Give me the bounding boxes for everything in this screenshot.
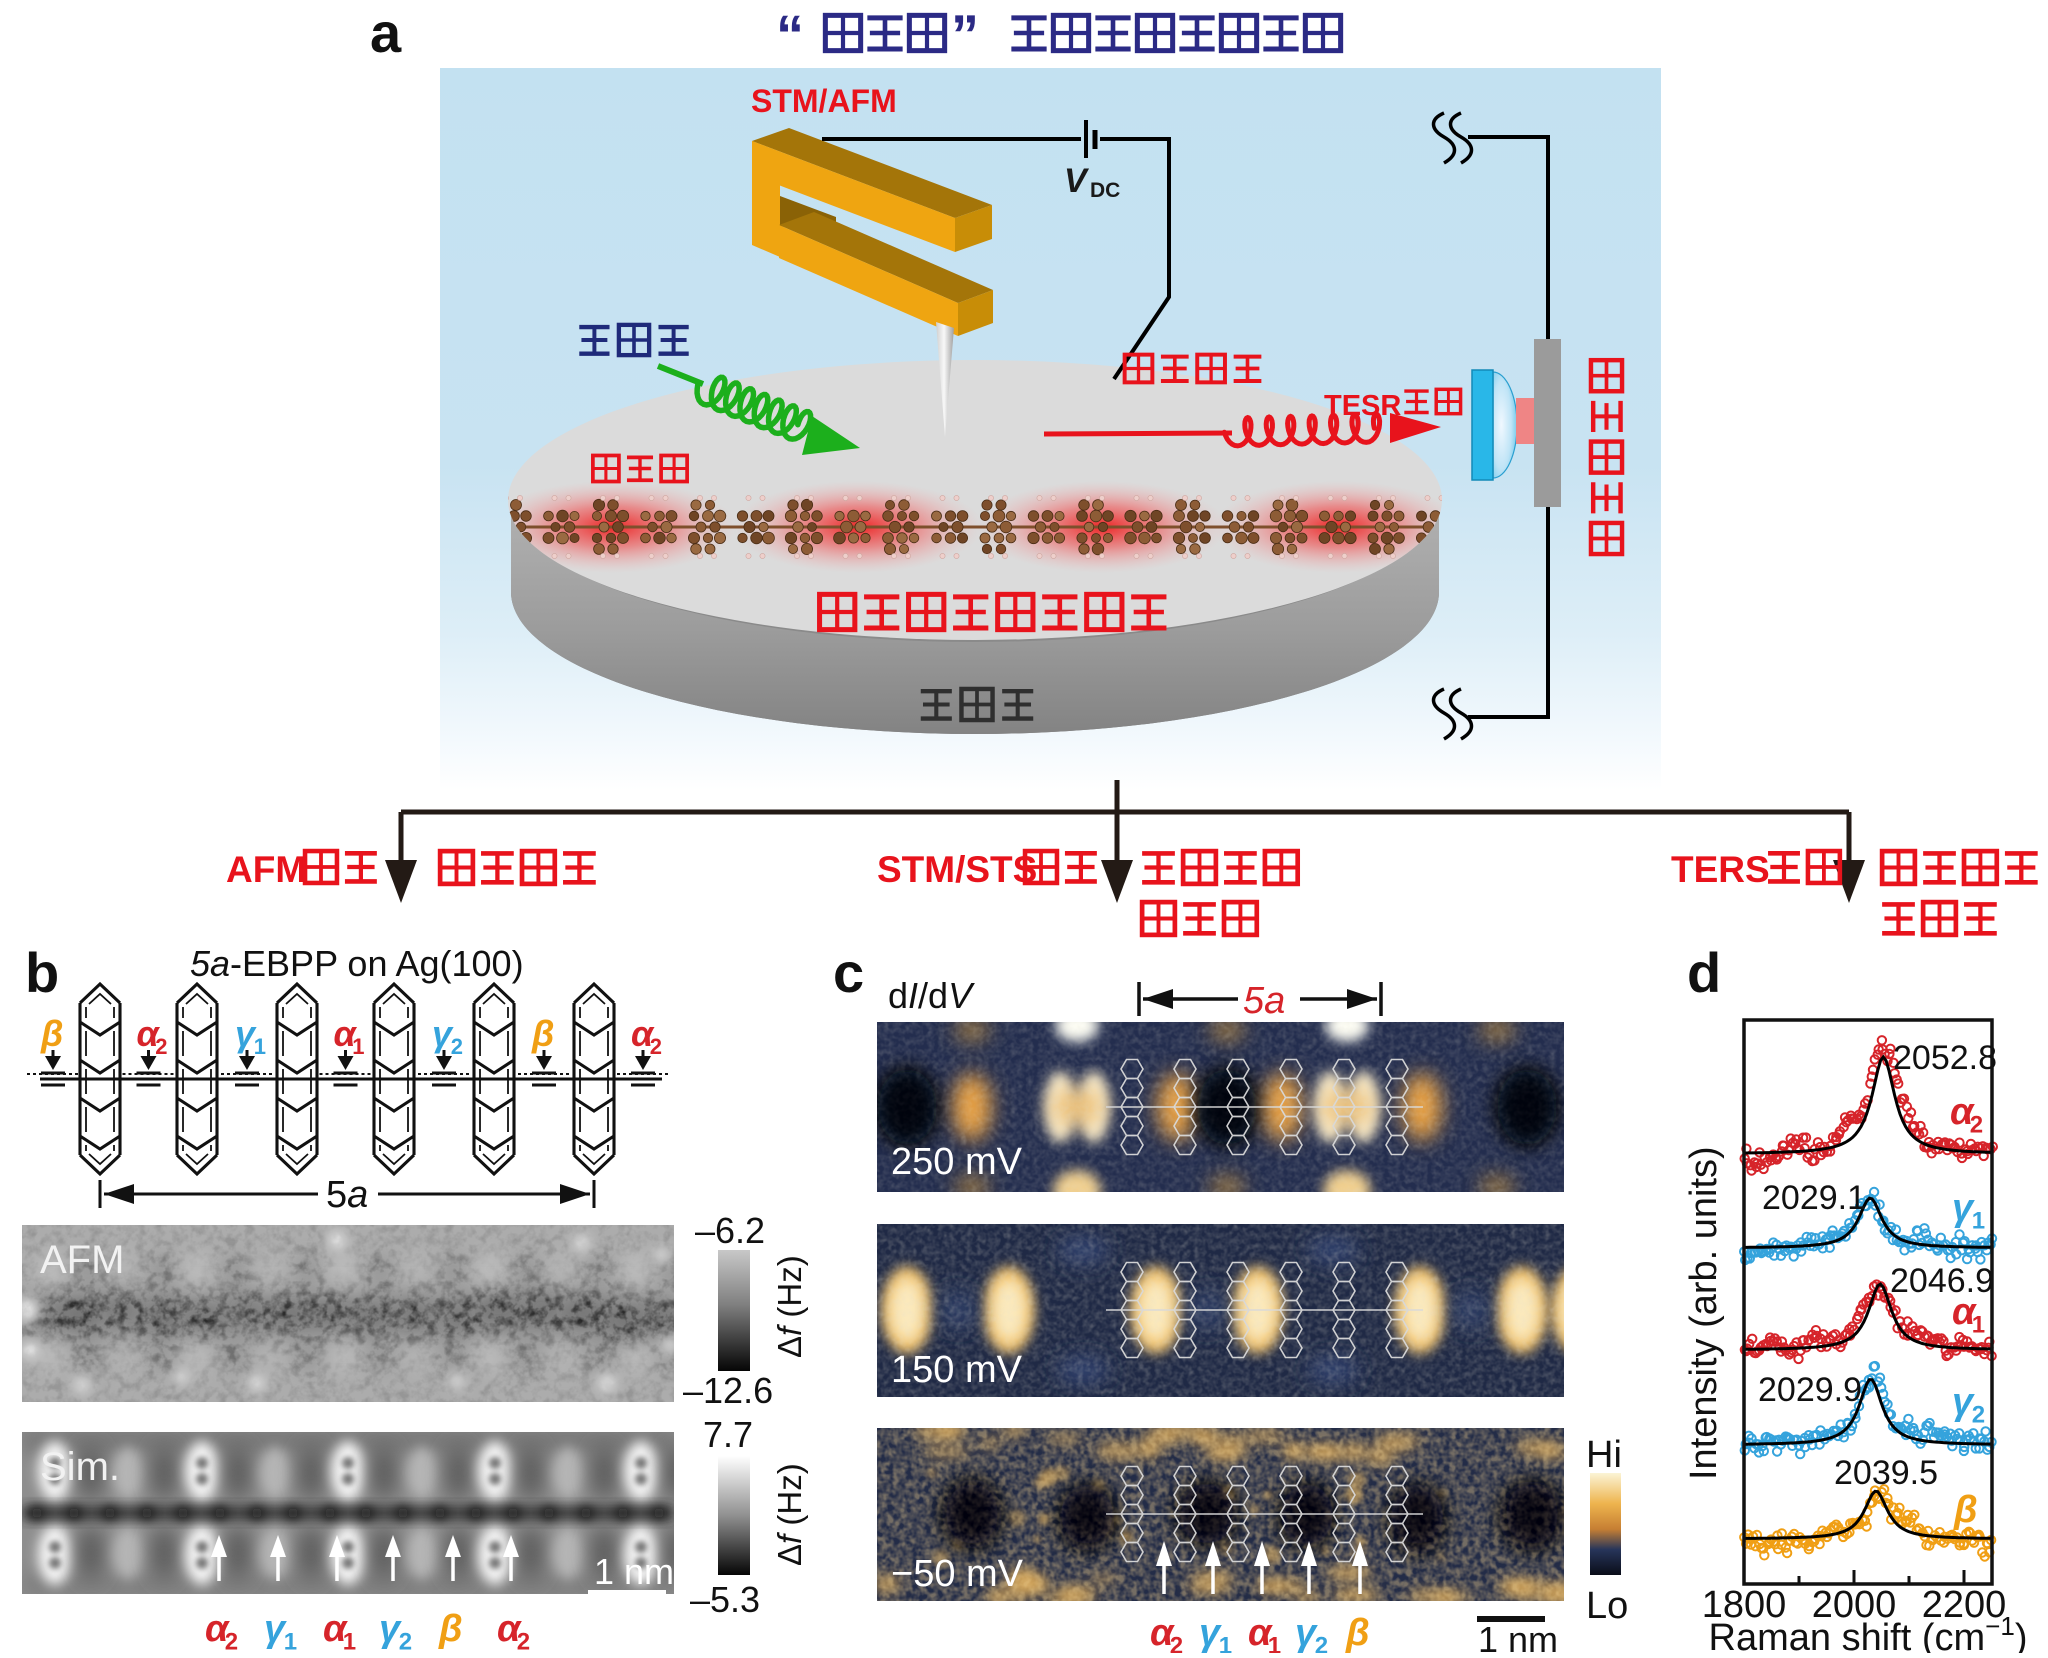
svg-text:5a: 5a bbox=[326, 1174, 368, 1216]
svg-text:γ: γ bbox=[1952, 1187, 1975, 1229]
svg-text:–5.3: –5.3 bbox=[690, 1579, 760, 1620]
svg-text:”: ” bbox=[951, 3, 979, 66]
svg-text:dI/dV: dI/dV bbox=[888, 975, 975, 1016]
svg-text:γ: γ bbox=[1952, 1381, 1975, 1423]
svg-text:–6.2: –6.2 bbox=[695, 1210, 765, 1251]
svg-text:1: 1 bbox=[254, 1034, 266, 1059]
svg-text:2029.1: 2029.1 bbox=[1762, 1179, 1866, 1217]
svg-text:β: β bbox=[438, 1608, 463, 1650]
svg-text:2: 2 bbox=[1970, 1111, 1983, 1138]
svg-text:α: α bbox=[497, 1608, 522, 1650]
svg-text:2029.9: 2029.9 bbox=[1758, 1371, 1862, 1409]
svg-text:2: 2 bbox=[1170, 1632, 1183, 1653]
svg-text:2046.9: 2046.9 bbox=[1890, 1262, 1994, 1300]
svg-text:1: 1 bbox=[343, 1628, 356, 1653]
svg-text:2000: 2000 bbox=[1812, 1584, 1897, 1626]
svg-text:2200: 2200 bbox=[1922, 1584, 2007, 1626]
svg-text:7.7: 7.7 bbox=[703, 1414, 753, 1455]
svg-text:γ: γ bbox=[264, 1608, 287, 1650]
svg-text:2: 2 bbox=[225, 1628, 238, 1653]
svg-text:“: “ bbox=[776, 3, 804, 66]
svg-text:5a: 5a bbox=[1243, 980, 1285, 1022]
svg-text:Hi: Hi bbox=[1586, 1434, 1622, 1476]
svg-text:DC: DC bbox=[1090, 179, 1120, 202]
svg-text:1: 1 bbox=[284, 1628, 297, 1653]
svg-text:α: α bbox=[323, 1608, 348, 1650]
svg-text:α: α bbox=[1950, 1091, 1975, 1133]
svg-text:β: β bbox=[1953, 1489, 1978, 1531]
svg-text:AFM: AFM bbox=[40, 1238, 124, 1282]
svg-text:α: α bbox=[137, 1013, 161, 1054]
svg-text:2: 2 bbox=[517, 1628, 530, 1653]
svg-text:2: 2 bbox=[1972, 1401, 1985, 1428]
svg-text:2039.5: 2039.5 bbox=[1834, 1454, 1938, 1492]
svg-text:V: V bbox=[1064, 162, 1090, 200]
svg-text:a: a bbox=[370, 1, 402, 64]
svg-text:α: α bbox=[205, 1608, 230, 1650]
svg-text:γ: γ bbox=[1295, 1612, 1318, 1653]
svg-text:STM/AFM: STM/AFM bbox=[751, 83, 897, 119]
svg-text:d: d bbox=[1687, 941, 1721, 1004]
svg-text:1 nm: 1 nm bbox=[1478, 1619, 1558, 1653]
svg-text:β: β bbox=[531, 1013, 554, 1054]
svg-text:1800: 1800 bbox=[1702, 1584, 1787, 1626]
svg-text:β: β bbox=[40, 1013, 63, 1054]
svg-text:α: α bbox=[1248, 1612, 1273, 1653]
svg-text:−50 mV: −50 mV bbox=[891, 1553, 1024, 1595]
svg-text:2052.8: 2052.8 bbox=[1893, 1039, 1997, 1077]
svg-text:γ: γ bbox=[235, 1013, 257, 1054]
svg-text:STM/STS: STM/STS bbox=[877, 849, 1037, 890]
svg-text:150 mV: 150 mV bbox=[891, 1349, 1023, 1391]
svg-text:Intensity (arb. units): Intensity (arb. units) bbox=[1683, 1146, 1725, 1480]
svg-text:2: 2 bbox=[155, 1034, 167, 1059]
svg-text:2: 2 bbox=[451, 1034, 463, 1059]
svg-text:Raman shift (cm−1): Raman shift (cm−1) bbox=[1709, 1611, 2028, 1653]
svg-text:γ: γ bbox=[1199, 1612, 1222, 1653]
svg-text:β: β bbox=[1345, 1612, 1370, 1653]
svg-text:1: 1 bbox=[1219, 1632, 1232, 1653]
svg-text:Lo: Lo bbox=[1586, 1585, 1628, 1627]
svg-text:α: α bbox=[334, 1013, 358, 1054]
svg-text:2: 2 bbox=[650, 1034, 662, 1059]
svg-text:–12.6: –12.6 bbox=[683, 1370, 773, 1411]
svg-text:1: 1 bbox=[352, 1034, 364, 1059]
svg-text:1 nm: 1 nm bbox=[594, 1551, 674, 1592]
svg-text:TERS: TERS bbox=[1671, 849, 1770, 890]
svg-text:b: b bbox=[25, 941, 59, 1004]
svg-text:2: 2 bbox=[399, 1628, 412, 1653]
svg-text:TESR: TESR bbox=[1324, 390, 1401, 422]
svg-text:5a-EBPP on Ag(100): 5a-EBPP on Ag(100) bbox=[190, 943, 524, 984]
svg-text:Δf (Hz): Δf (Hz) bbox=[771, 1255, 808, 1358]
svg-text:γ: γ bbox=[379, 1608, 402, 1650]
svg-text:Sim.: Sim. bbox=[40, 1445, 120, 1489]
svg-text:1: 1 bbox=[1972, 1311, 1985, 1338]
svg-text:c: c bbox=[833, 941, 864, 1004]
svg-text:1: 1 bbox=[1972, 1207, 1985, 1234]
svg-text:α: α bbox=[1150, 1612, 1175, 1653]
svg-text:α: α bbox=[1952, 1291, 1977, 1333]
svg-text:Δf (Hz): Δf (Hz) bbox=[771, 1463, 808, 1566]
svg-text:2: 2 bbox=[1315, 1632, 1328, 1653]
svg-text:γ: γ bbox=[432, 1013, 454, 1054]
svg-text:AFM: AFM bbox=[226, 849, 306, 890]
svg-text:250 mV: 250 mV bbox=[891, 1141, 1023, 1183]
svg-text:1: 1 bbox=[1268, 1632, 1281, 1653]
svg-text:α: α bbox=[631, 1013, 655, 1054]
